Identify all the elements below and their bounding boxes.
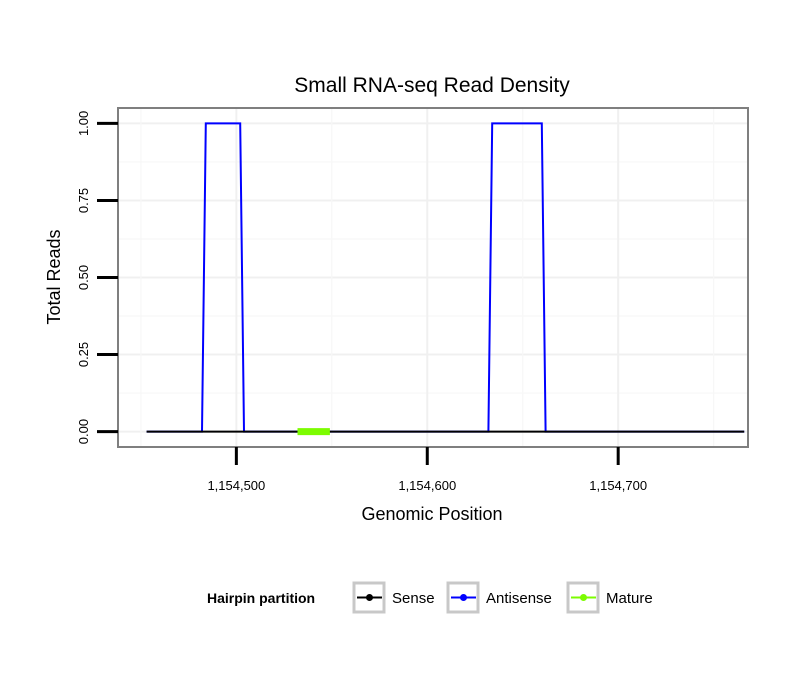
legend-item-mature: Mature (566, 581, 653, 614)
y-axis: 0.00 0.25 0.50 0.75 1.00 (76, 111, 118, 444)
x-tick-label: 1,154,600 (398, 478, 456, 493)
x-tick-label: 1,154,700 (589, 478, 647, 493)
y-tick-label: 0.25 (76, 342, 91, 367)
y-axis-title: Total Reads (44, 229, 64, 324)
chart-title: Small RNA-seq Read Density (294, 74, 570, 97)
x-axis-title: Genomic Position (361, 504, 502, 524)
legend-key-point (366, 594, 373, 601)
legend-label: Mature (606, 590, 653, 607)
legend-key-point (580, 594, 587, 601)
y-tick-label: 0.75 (76, 188, 91, 213)
y-tick-label: 1.00 (76, 111, 91, 136)
legend-title: Hairpin partition (207, 590, 315, 606)
y-tick-label: 0.50 (76, 265, 91, 290)
legend: Hairpin partition Sense Antisense Mature (207, 581, 653, 614)
legend-label: Sense (392, 590, 435, 607)
legend-item-sense: Sense (352, 581, 435, 614)
y-tick-label: 0.00 (76, 419, 91, 444)
legend-key-point (460, 594, 467, 601)
x-tick-label: 1,154,500 (207, 478, 265, 493)
x-axis: 1,154,500 1,154,600 1,154,700 (207, 447, 647, 493)
legend-label: Antisense (486, 590, 552, 607)
series-layer (146, 122, 745, 436)
legend-item-antisense: Antisense (446, 581, 552, 614)
